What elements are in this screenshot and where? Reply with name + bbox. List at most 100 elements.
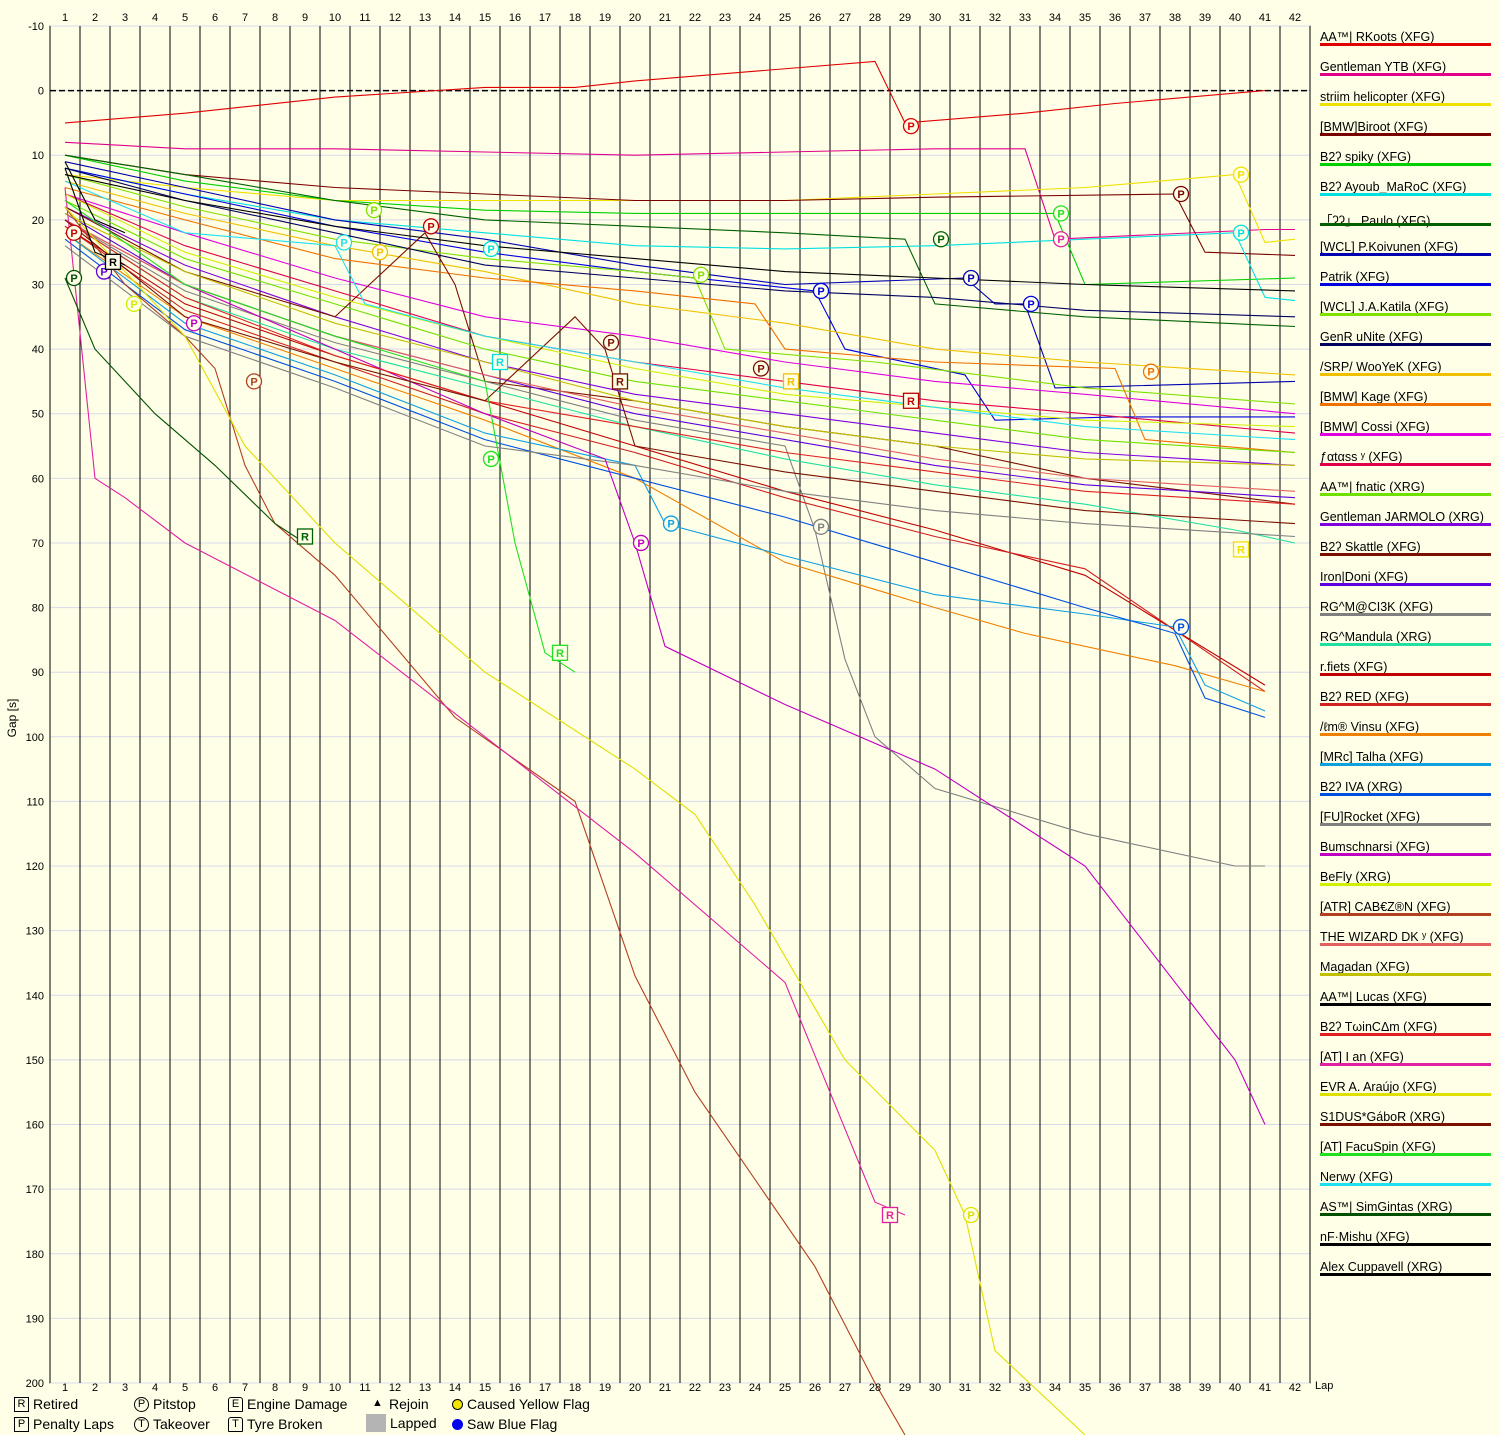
series-line	[64, 206, 1086, 1435]
y-tick-label: 190	[26, 1313, 44, 1325]
pitstop-circle	[422, 218, 440, 235]
marker-label: P	[130, 299, 137, 311]
series-line	[64, 161, 126, 234]
series-line	[64, 60, 1266, 124]
series-line	[64, 167, 1295, 421]
x-tick-label-bottom: 33	[1019, 1382, 1031, 1394]
axis-ticks: 1122334455667788991010111112121313141415…	[26, 12, 1301, 1394]
x-tick-label-top: 22	[689, 12, 701, 24]
x-tick-label-bottom: 6	[212, 1382, 218, 1394]
y-axis-label: Gap [s]	[5, 699, 19, 738]
series-line	[64, 200, 576, 673]
series-line	[64, 167, 1296, 302]
retired-box	[881, 1206, 899, 1224]
series-line	[64, 212, 1296, 466]
pitstop-circle	[962, 269, 980, 287]
x-tick-label-bottom: 18	[569, 1382, 581, 1394]
legend-item: B2ʔ IVA (XRG)	[1318, 776, 1493, 806]
y-tick-label: 80	[32, 603, 44, 615]
legend-item-label: EVR A. Araújo (XFG)	[1320, 1080, 1437, 1094]
legend-engine-label: Engine Damage	[247, 1396, 348, 1412]
x-tick-label-top: 25	[779, 12, 791, 24]
pitstop-marker: P	[65, 224, 83, 241]
pitstop-circle	[752, 360, 770, 377]
series-line	[64, 187, 906, 1216]
pitstop-circle	[365, 202, 383, 219]
x-tick-label-bottom: 42	[1289, 1382, 1301, 1394]
pitstop-circle	[482, 450, 500, 468]
grid	[49, 25, 1311, 1384]
y-tick-label: 90	[32, 667, 44, 679]
pitstop-marker: P	[632, 534, 650, 552]
legend-item-label: AS™| SimGintas (XRG)	[1320, 1200, 1453, 1214]
legend-item: B2ʔ TωinCΔm (XFG)	[1318, 1016, 1493, 1046]
retired-marker: R	[104, 253, 122, 271]
y-tick-label: 10	[32, 150, 44, 162]
legend-item-label: B2ʔ spiky (XFG)	[1320, 150, 1411, 164]
marker-label: P	[1237, 228, 1244, 240]
marker-label: P	[370, 205, 377, 217]
marker-label: P	[697, 270, 704, 282]
y-tick-label: 150	[26, 1055, 44, 1067]
series-line	[64, 154, 1296, 328]
legend-item-swatch	[1320, 613, 1491, 616]
pitstop-marker: P	[371, 244, 389, 261]
legend-item-swatch	[1320, 943, 1491, 946]
x-tick-label-bottom: 5	[182, 1382, 188, 1394]
y-tick-label: 70	[32, 538, 44, 550]
series-line	[64, 186, 1296, 454]
x-tick-label-top: 2	[92, 12, 98, 24]
legend-lapped-label: Lapped	[390, 1415, 437, 1431]
series-line	[64, 232, 1266, 712]
legend-item-swatch	[1320, 823, 1491, 826]
legend-item-swatch	[1320, 1003, 1491, 1006]
marker-label: P	[1057, 208, 1064, 220]
marker-label: P	[70, 228, 77, 240]
marker-label: R	[496, 357, 504, 369]
series-line	[64, 238, 1266, 718]
marker-label: P	[1027, 299, 1034, 311]
legend-item-swatch	[1320, 1033, 1491, 1036]
legend-item: /ℓm® Vinsu (XFG)	[1318, 716, 1493, 746]
marker-label: P	[340, 237, 347, 249]
pitstop-marker: P	[422, 218, 440, 235]
x-tick-label-top: 40	[1229, 12, 1241, 24]
legend-item-swatch	[1320, 1093, 1491, 1096]
x-tick-label-bottom: 2	[92, 1382, 98, 1394]
retired-marker: R	[551, 644, 569, 661]
marker-label: R	[556, 648, 564, 660]
legend-item: S1DUS*GáboR (XRG)	[1318, 1106, 1493, 1136]
series-line	[64, 193, 1296, 415]
legend-item: AS™| SimGintas (XRG)	[1318, 1196, 1493, 1226]
x-tick-label-bottom: 17	[539, 1382, 551, 1394]
x-tick-label-bottom: 36	[1109, 1382, 1121, 1394]
marker-label: R	[787, 376, 795, 388]
legend-item-swatch	[1320, 703, 1491, 706]
legend-item: Gentleman JARMOLO (XRG)	[1318, 506, 1493, 536]
yellow-flag-icon	[452, 1398, 463, 1410]
legend-item-swatch	[1320, 853, 1491, 856]
legend-item-label: Gentleman JARMOLO (XRG)	[1320, 510, 1484, 524]
y-tick-label: 120	[26, 861, 44, 873]
series-line	[64, 232, 1266, 693]
x-tick-label-top: 27	[839, 12, 851, 24]
x-tick-label-top: 17	[539, 12, 551, 24]
legend-item-swatch	[1320, 763, 1491, 766]
legend-item: GenR uNite (XFG)	[1318, 326, 1493, 356]
retired-marker: R	[902, 392, 920, 409]
legend-item-swatch	[1320, 1153, 1491, 1156]
x-tick-label-bottom: 7	[242, 1382, 248, 1394]
marker-label: P	[907, 121, 914, 133]
legend-item-swatch	[1320, 673, 1491, 676]
legend-item: ƒαtαss ʸ (XFG)	[1318, 446, 1493, 476]
legend-item-swatch	[1320, 973, 1491, 976]
x-tick-label-bottom: 15	[479, 1382, 491, 1394]
legend-item-label: [BMW] Kage (XFG)	[1320, 390, 1428, 404]
x-tick-label-top: 34	[1049, 12, 1061, 24]
legend-item-label: 「ʔʔ」 Paulo (XFG)	[1320, 214, 1431, 228]
legend-item: r.fiets (XFG)	[1318, 656, 1493, 686]
retired-marker: R	[881, 1206, 899, 1224]
legend-item-label: [ATR] CAB€Z®N (XFG)	[1320, 900, 1451, 914]
legend-item-swatch	[1320, 283, 1491, 286]
legend-yellow-label: Caused Yellow Flag	[467, 1396, 590, 1412]
